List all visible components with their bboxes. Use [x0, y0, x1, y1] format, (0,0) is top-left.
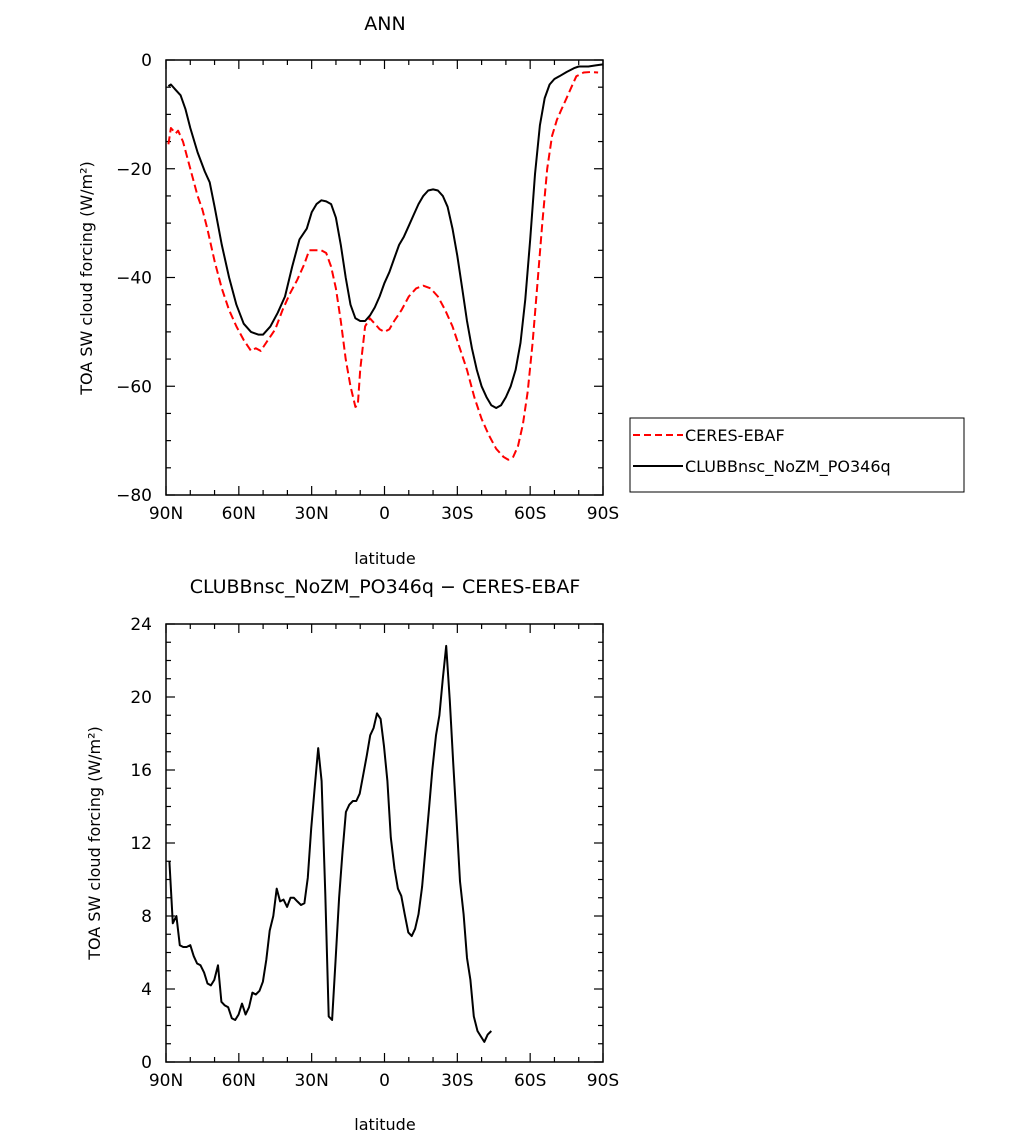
- series-line-difference: [168, 644, 493, 1043]
- series-line-clubbnsc-nozm-po346q: [167, 63, 604, 409]
- series-group: [167, 63, 604, 461]
- x-tick-label: 0: [379, 1071, 390, 1091]
- y-tick-label: −40: [116, 269, 152, 289]
- y-tick-label: 0: [141, 1053, 152, 1073]
- panel-bottom: CLUBBnsc_NoZM_PO346q − CERES-EBAF 90N 60N…: [85, 576, 619, 1134]
- x-axis-label: latitude: [354, 1115, 415, 1134]
- panel-top: ANN 90N 60N 30N 0 30S 60S 90S 0 −20 −40 −60 −80 lat…: [77, 13, 965, 568]
- x-tick-label: 30N: [294, 504, 328, 524]
- plot-frame: 90N 60N 30N 0 30S 60S 90S 0 4 8 12 16 20 24: [130, 615, 619, 1091]
- x-tick-label: 90S: [587, 1071, 619, 1091]
- y-tick-label: −60: [116, 377, 152, 397]
- x-tick-label: 90N: [149, 1071, 183, 1091]
- legend: CERES-EBAF CLUBBnsc_NoZM_PO346q: [629, 417, 965, 493]
- series-group: [168, 644, 493, 1043]
- x-tick-label: 0: [379, 504, 390, 524]
- plot-frame: 90N 60N 30N 0 30S 60S 90S 0 −20 −40 −60 −80: [116, 51, 619, 524]
- y-tick-label: −20: [116, 160, 152, 180]
- x-tick-label: 90N: [149, 504, 183, 524]
- x-tick-label: 30N: [294, 1071, 328, 1091]
- y-tick-label: 8: [141, 907, 152, 927]
- y-tick-label: 4: [141, 980, 152, 1000]
- x-tick-label: 60N: [222, 504, 256, 524]
- y-axis-label: TOA SW cloud forcing (W/m²): [85, 726, 104, 961]
- x-tick-label: 60N: [222, 1071, 256, 1091]
- x-tick-label: 90S: [587, 504, 619, 524]
- x-tick-label: 60S: [514, 504, 546, 524]
- series-line-ceres-ebaf: [167, 71, 599, 461]
- x-axis-label: latitude: [354, 549, 415, 568]
- y-tick-label: 20: [130, 688, 152, 708]
- legend-box: [629, 417, 965, 493]
- legend-label-ceres: CERES-EBAF: [685, 426, 785, 445]
- y-axis-label: TOA SW cloud forcing (W/m²): [77, 161, 96, 396]
- chart-title: ANN: [364, 13, 405, 35]
- legend-label-clubb: CLUBBnsc_NoZM_PO346q: [685, 457, 891, 477]
- y-tick-label: 12: [130, 834, 152, 854]
- chart-title: CLUBBnsc_NoZM_PO346q − CERES-EBAF: [190, 576, 581, 598]
- plot-border: [165, 623, 604, 1063]
- x-tick-label: 30S: [441, 1071, 473, 1091]
- x-tick-label: 30S: [441, 504, 473, 524]
- y-tick-label: 24: [130, 615, 152, 635]
- y-tick-label: 0: [141, 51, 152, 71]
- x-tick-label: 60S: [514, 1071, 546, 1091]
- y-tick-label: −80: [116, 486, 152, 506]
- y-tick-label: 16: [130, 761, 152, 781]
